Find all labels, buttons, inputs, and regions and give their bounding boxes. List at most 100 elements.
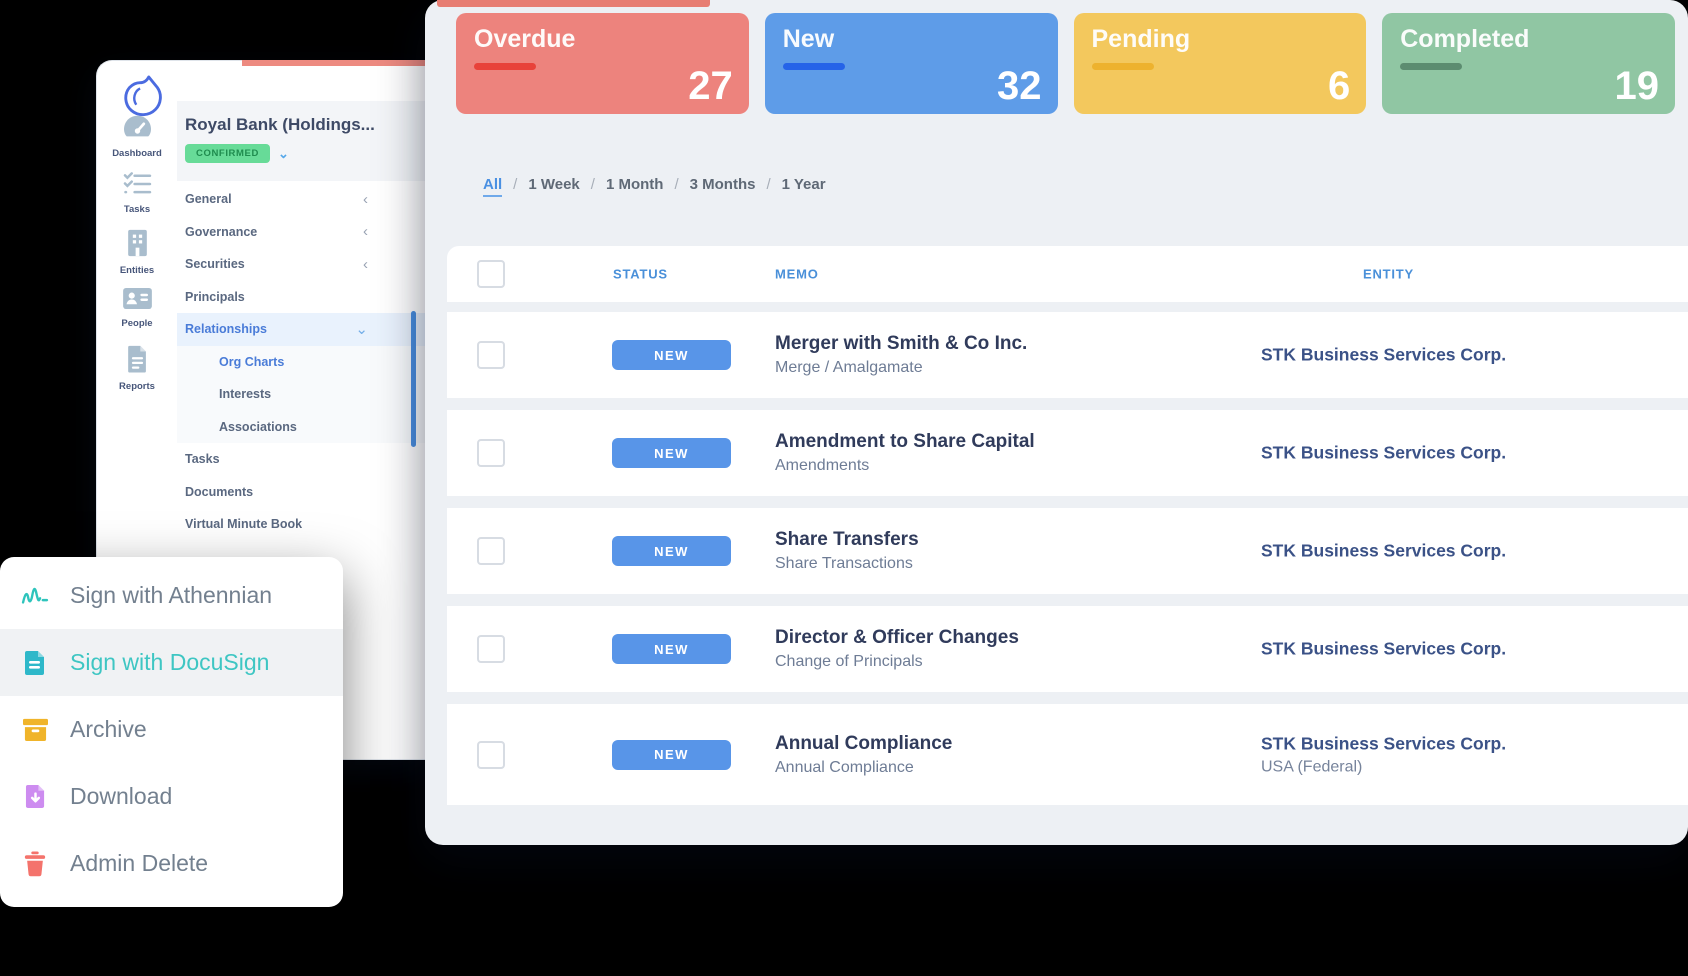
tab-1-year[interactable]: 1 Year xyxy=(781,176,826,193)
rail-label: People xyxy=(121,318,153,329)
table-row[interactable]: NEW Amendment to Share Capital Amendment… xyxy=(447,410,1688,496)
nav-scrollbar[interactable] xyxy=(411,311,416,447)
table-row[interactable]: NEW Director & Officer Changes Change of… xyxy=(447,606,1688,692)
docusign-document-icon xyxy=(20,650,50,676)
card-accent-bar xyxy=(1091,63,1154,70)
signature-icon xyxy=(20,585,50,607)
table-row[interactable]: NEW Merger with Smith & Co Inc. Merge / … xyxy=(447,312,1688,398)
card-accent-bar xyxy=(782,63,845,70)
card-value: 19 xyxy=(1614,64,1660,108)
tab-all[interactable]: All xyxy=(483,176,503,197)
menu-item-associations[interactable]: Associations xyxy=(177,411,426,444)
menu-item-label: Admin Delete xyxy=(70,850,209,876)
memo-subtitle: Share Transactions xyxy=(775,555,913,572)
card-accent-bar xyxy=(474,63,536,70)
menu-item-principals[interactable]: Principals xyxy=(177,281,426,314)
table-row[interactable]: NEW Share Transfers Share Transactions S… xyxy=(447,508,1688,594)
icon-rail: Dashboard Tasks Entities People xyxy=(97,113,177,403)
menu-label: Securities xyxy=(185,257,245,272)
entity-name: STK Business Services Corp. xyxy=(1261,344,1507,365)
chevron-down-icon[interactable]: ⌄ xyxy=(277,145,289,161)
entity-nav: Royal Bank (Holdings... CONFIRMED ⌄ Gene… xyxy=(177,101,426,759)
tab-1-week[interactable]: 1 Week xyxy=(528,176,580,193)
time-filter-tabs: All / 1 Week / 1 Month / 3 Months / 1 Ye… xyxy=(483,176,826,197)
select-all-checkbox[interactable] xyxy=(477,260,505,288)
menu-label: Relationships xyxy=(185,322,267,337)
column-memo[interactable]: MEMO xyxy=(775,266,819,282)
card-label: New xyxy=(782,25,835,53)
menu-item-securities[interactable]: Securities ‹ xyxy=(177,248,426,281)
summary-cards: Overdue 27 New 32 Pending 6 Completed 19 xyxy=(456,13,1675,114)
memo-title: Merger with Smith & Co Inc. xyxy=(775,333,1028,354)
chevron-collapsed-icon: ‹ xyxy=(363,223,368,241)
row-checkbox[interactable] xyxy=(477,635,505,663)
column-status[interactable]: STATUS xyxy=(613,266,668,282)
menu-item-interests[interactable]: Interests xyxy=(177,378,426,411)
menu-item-sign-with-athennian[interactable]: Sign with Athennian xyxy=(0,562,343,629)
card-label: Overdue xyxy=(474,25,576,53)
sidebar-item-tasks[interactable]: Tasks xyxy=(97,171,177,229)
menu-item-label: Archive xyxy=(70,716,147,742)
table-row[interactable]: NEW Annual Compliance Annual Compliance … xyxy=(447,704,1688,805)
menu-item-general[interactable]: General ‹ xyxy=(177,183,426,216)
rail-label: Tasks xyxy=(123,204,151,215)
menu-item-sign-with-docusign[interactable]: Sign with DocuSign xyxy=(0,629,343,696)
separator: / xyxy=(513,176,518,193)
sidebar-item-dashboard[interactable]: Dashboard xyxy=(97,113,177,171)
document-context-menu: Sign with Athennian Sign with DocuSign A… xyxy=(0,557,343,907)
entity-header: Royal Bank (Holdings... CONFIRMED ⌄ xyxy=(177,101,426,181)
accent-strip xyxy=(242,60,426,66)
menu-item-admin-delete[interactable]: Admin Delete xyxy=(0,830,343,897)
sidebar-item-people[interactable]: People xyxy=(97,287,177,345)
menu-label: Principals xyxy=(185,289,245,304)
memo-subtitle: Merge / Amalgamate xyxy=(775,359,923,376)
memo-title: Director & Officer Changes xyxy=(775,627,1019,648)
card-overdue[interactable]: Overdue 27 xyxy=(456,13,749,114)
status-badge[interactable]: CONFIRMED xyxy=(185,144,270,163)
menu-label: Virtual Minute Book xyxy=(185,517,303,532)
menu-item-org-charts[interactable]: Org Charts xyxy=(177,346,426,379)
entities-icon xyxy=(125,229,150,262)
sidebar-item-entities[interactable]: Entities xyxy=(97,229,177,287)
dashboard-panel: Overdue 27 New 32 Pending 6 Completed 19… xyxy=(425,0,1688,845)
tab-1-month[interactable]: 1 Month xyxy=(605,176,664,193)
row-checkbox[interactable] xyxy=(477,740,505,769)
chevron-collapsed-icon: ‹ xyxy=(363,190,368,208)
sidebar-item-reports[interactable]: Reports xyxy=(97,345,177,403)
status-badge: NEW xyxy=(612,634,731,664)
row-checkbox[interactable] xyxy=(477,341,505,369)
separator: / xyxy=(674,176,679,193)
column-entity[interactable]: ENTITY xyxy=(1363,266,1415,282)
entity-menu: General ‹ Governance ‹ Securities ‹ Prin… xyxy=(177,183,426,541)
card-label: Pending xyxy=(1091,25,1191,53)
status-badge: NEW xyxy=(612,340,731,370)
chevron-collapsed-icon: ‹ xyxy=(363,255,368,273)
separator: / xyxy=(766,176,771,193)
entity-name: STK Business Services Corp. xyxy=(1261,540,1507,561)
dashboard-icon xyxy=(121,113,154,145)
menu-item-relationships[interactable]: Relationships ⌄ xyxy=(177,313,426,346)
chevron-down-icon: ⌄ xyxy=(355,321,368,339)
row-checkbox[interactable] xyxy=(477,537,505,565)
memo-title: Amendment to Share Capital xyxy=(775,431,1035,452)
athennian-logo[interactable] xyxy=(119,74,165,129)
row-checkbox[interactable] xyxy=(477,439,505,467)
menu-item-archive[interactable]: Archive xyxy=(0,696,343,763)
menu-item-documents[interactable]: Documents xyxy=(177,476,426,509)
memo-subtitle: Change of Principals xyxy=(775,653,923,670)
card-completed[interactable]: Completed 19 xyxy=(1382,13,1675,114)
accent-strip xyxy=(437,0,710,7)
menu-item-governance[interactable]: Governance ‹ xyxy=(177,216,426,249)
tab-3-months[interactable]: 3 Months xyxy=(689,176,756,193)
menu-item-virtual-minute-book[interactable]: Virtual Minute Book xyxy=(177,508,426,541)
rail-label: Reports xyxy=(119,381,155,392)
entity-name: STK Business Services Corp. xyxy=(1261,733,1507,753)
menu-item-tasks[interactable]: Tasks xyxy=(177,443,426,476)
menu-label: Documents xyxy=(185,484,254,499)
card-pending[interactable]: Pending 6 xyxy=(1073,13,1367,114)
entity-name: STK Business Services Corp. xyxy=(1261,442,1507,463)
status-badge: NEW xyxy=(612,438,731,468)
table-header: STATUS MEMO ENTITY xyxy=(447,246,1688,302)
menu-item-download[interactable]: Download xyxy=(0,763,343,830)
card-new[interactable]: New 32 xyxy=(764,13,1058,114)
